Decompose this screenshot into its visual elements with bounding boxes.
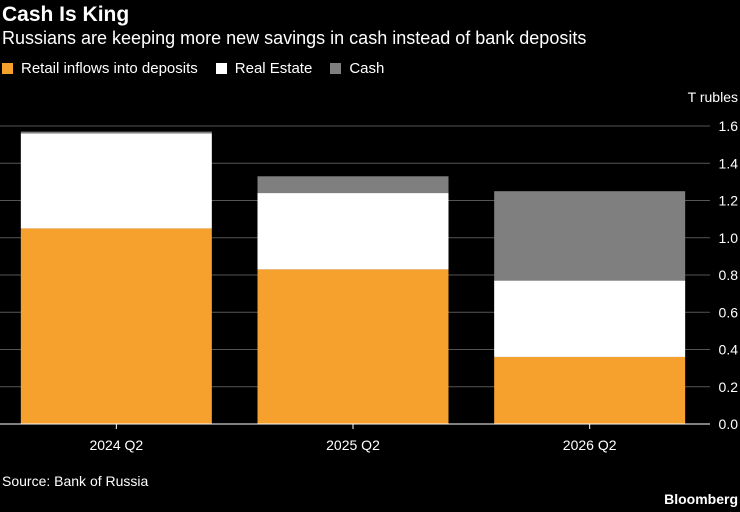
legend-swatch-cash — [330, 63, 342, 74]
stacked-bar-chart: T rubles 0.0 0.2 0.4 0.6 0.8 1.0 1.2 1.4 1.6 2024 … — [0, 89, 739, 453]
y-tick-label: 0.6 — [719, 304, 739, 320]
legend-item-retail-inflows: Retail inflows into deposits — [2, 60, 198, 77]
legend-label-retail-inflows: Retail inflows into deposits — [21, 60, 198, 77]
legend-item-cash: Cash — [330, 60, 384, 77]
source-note: Source: Bank of Russia — [2, 473, 149, 489]
bar-segment — [20, 133, 212, 229]
bar-segment — [257, 269, 449, 424]
y-tick-label: 1.6 — [719, 118, 739, 134]
bar-segment — [20, 131, 212, 134]
legend-label-cash: Cash — [349, 60, 385, 77]
y-tick-label: 0.0 — [719, 416, 739, 432]
y-tick-label: 0.2 — [719, 379, 739, 395]
legend-item-real-estate: Real Estate — [215, 60, 313, 77]
y-tick-label: 0.4 — [719, 342, 739, 358]
chart-title: Cash Is King — [2, 3, 130, 26]
legend-swatch-retail-inflows — [2, 63, 13, 74]
y-tick-label: 1.0 — [719, 230, 739, 246]
y-axis-unit-label: T rubles — [688, 89, 738, 105]
x-tick-label: 2024 Q2 — [89, 437, 143, 453]
bar-segment — [494, 191, 686, 281]
y-tick-label: 0.8 — [719, 267, 739, 283]
y-tick-label: 1.2 — [719, 193, 739, 209]
bar-segment — [20, 228, 212, 424]
bar-segment — [257, 193, 449, 270]
x-tick-label: 2026 Q2 — [563, 437, 617, 453]
bloomberg-logo: Bloomberg — [664, 491, 738, 507]
legend-label-real-estate: Real Estate — [234, 60, 313, 77]
x-tick-label: 2025 Q2 — [326, 437, 380, 453]
chart-subtitle: Russians are keeping more new savings in… — [2, 28, 587, 48]
legend-swatch-real-estate — [215, 63, 227, 74]
y-tick-label: 1.4 — [719, 155, 739, 171]
bar-segment — [257, 176, 449, 194]
bar-segment — [494, 356, 686, 424]
bar-segment — [494, 280, 686, 357]
chart-legend: Retail inflows into deposits Real Estate… — [2, 60, 402, 77]
